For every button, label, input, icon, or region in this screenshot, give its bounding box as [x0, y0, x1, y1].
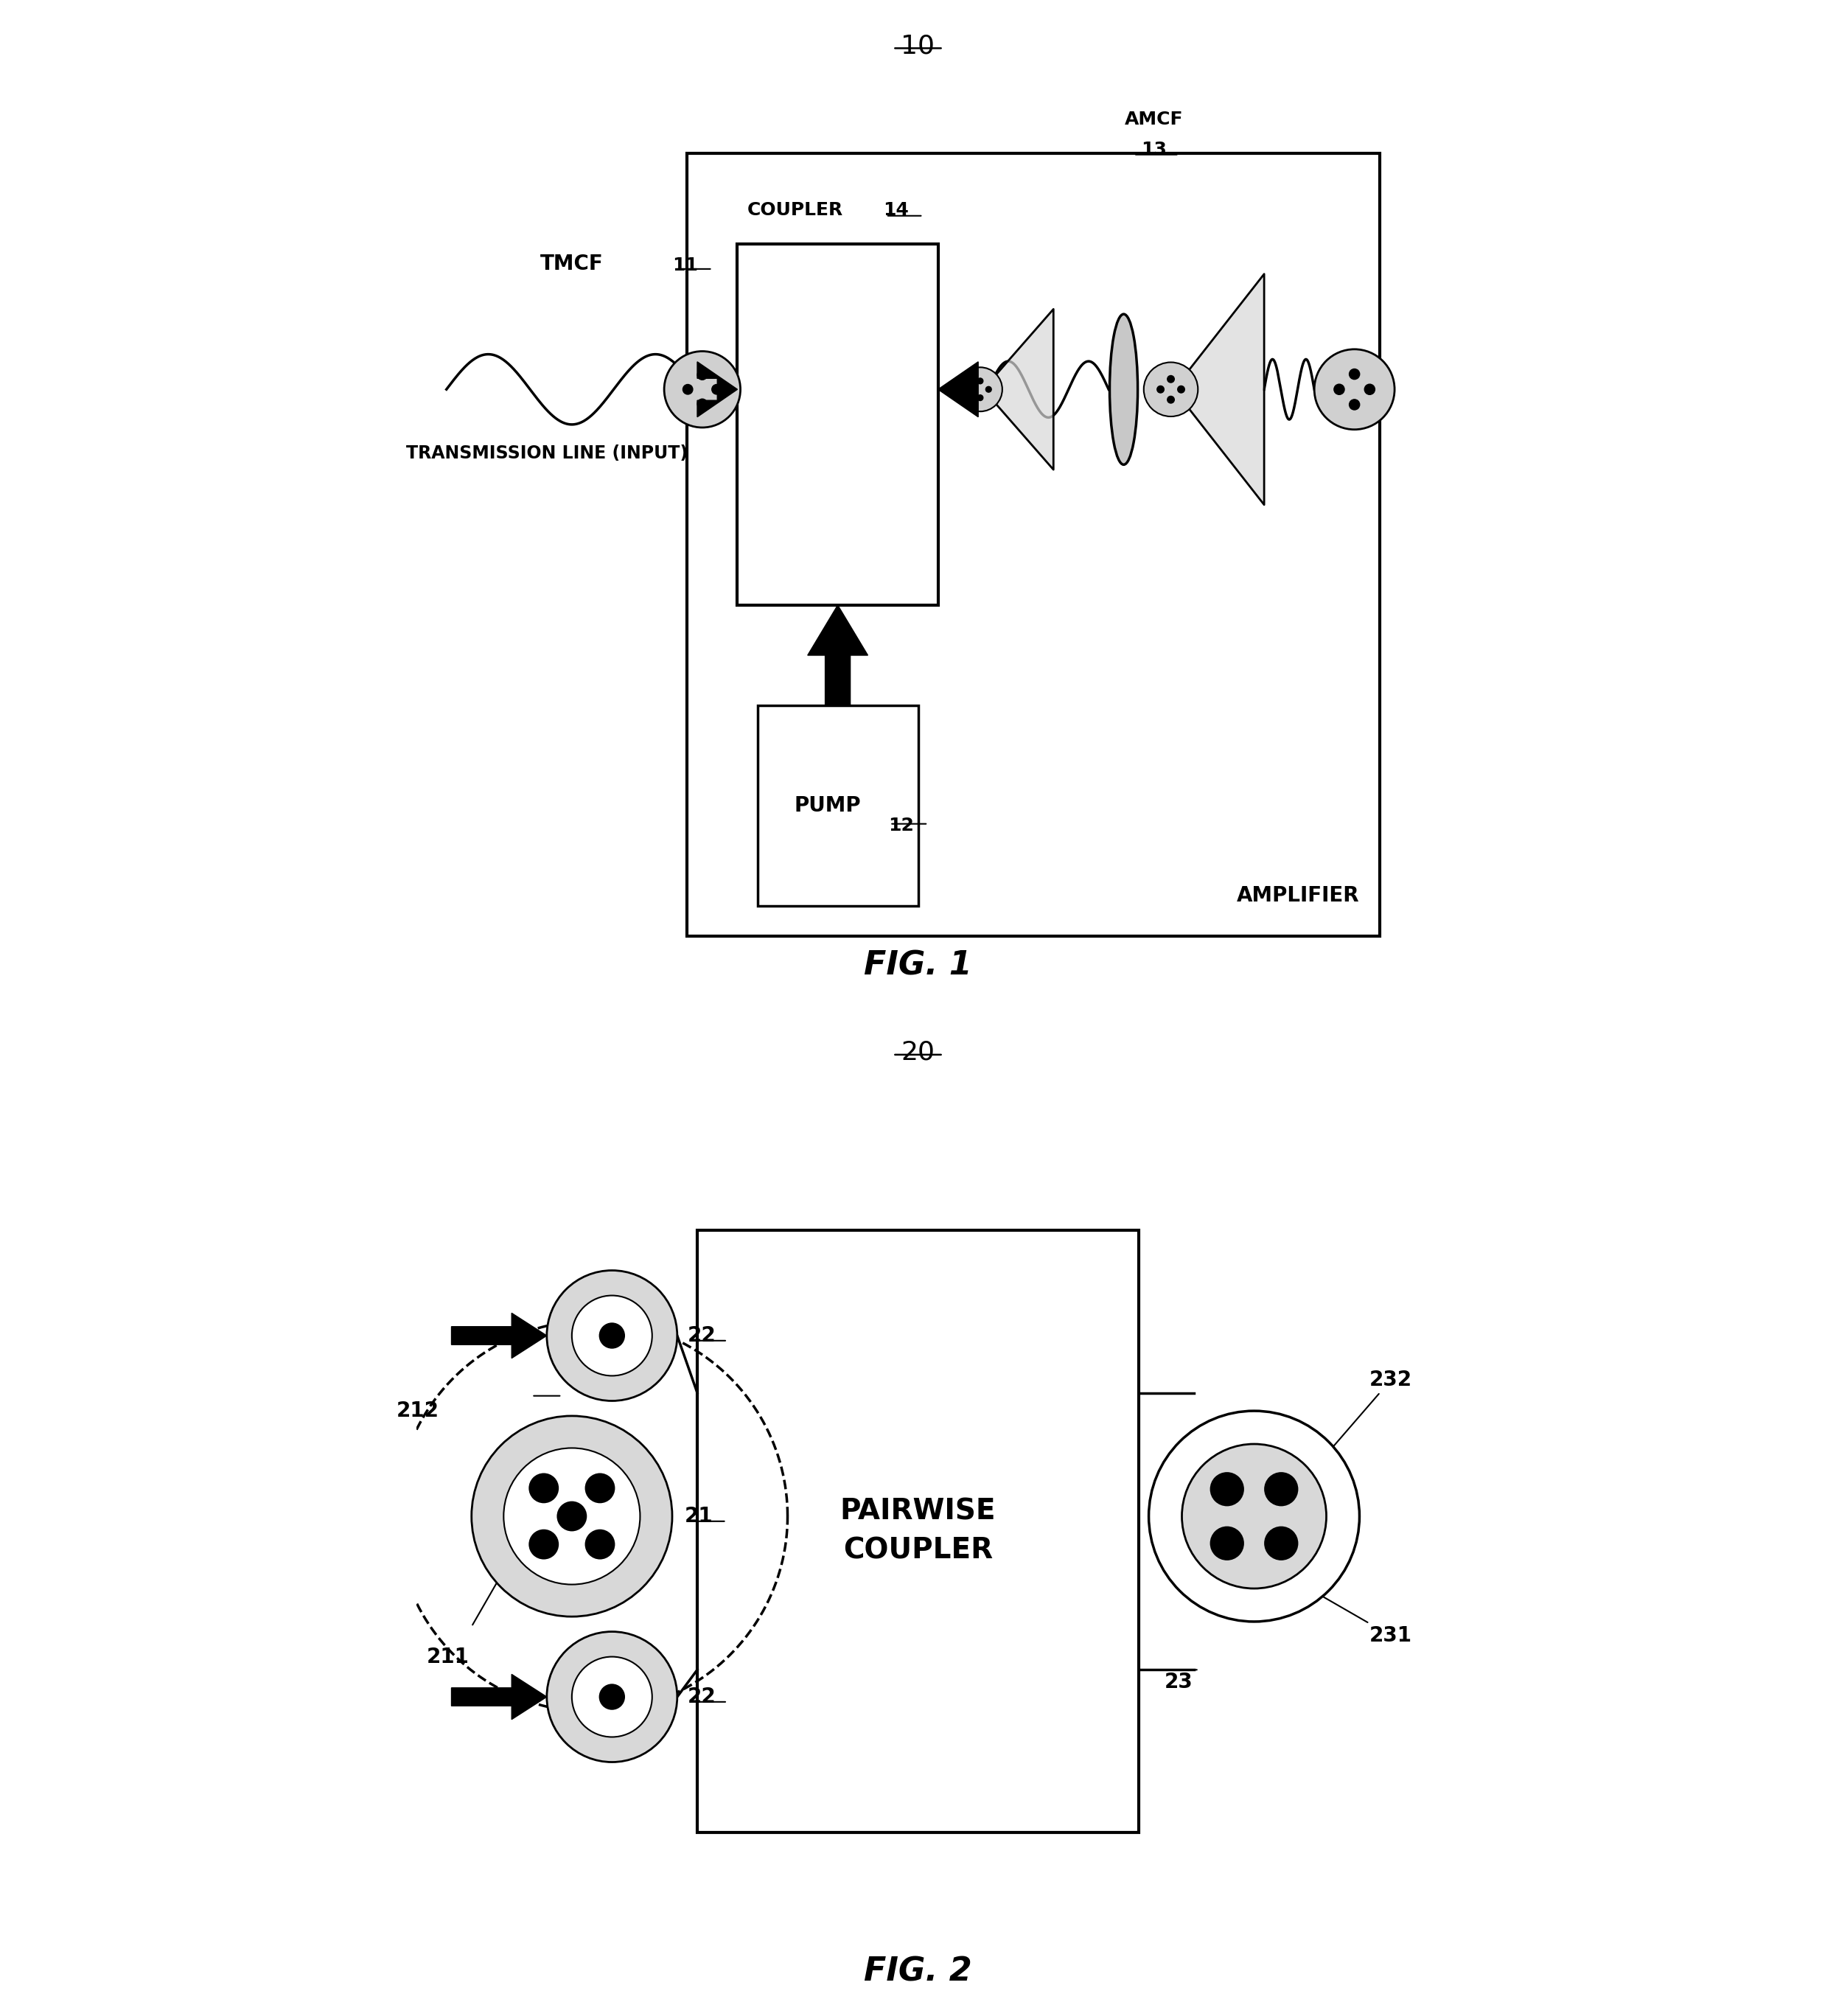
Circle shape: [586, 1474, 615, 1504]
Text: COUPLER: COUPLER: [747, 202, 843, 220]
Circle shape: [1364, 385, 1375, 395]
FancyArrow shape: [452, 1312, 547, 1359]
Text: PAIRWISE
COUPLER: PAIRWISE COUPLER: [841, 1498, 995, 1564]
Circle shape: [571, 1657, 652, 1738]
Text: 232: 232: [1331, 1369, 1412, 1450]
FancyArrow shape: [452, 1673, 547, 1720]
Circle shape: [958, 367, 1002, 411]
Circle shape: [683, 385, 692, 395]
Circle shape: [1210, 1472, 1245, 1506]
Text: PUMP: PUMP: [795, 796, 861, 816]
Circle shape: [977, 395, 982, 401]
Circle shape: [1144, 363, 1197, 417]
Text: 10: 10: [901, 32, 935, 58]
Text: 231: 231: [1282, 1572, 1412, 1647]
Circle shape: [472, 1415, 672, 1617]
FancyBboxPatch shape: [698, 1230, 1138, 1833]
Circle shape: [1315, 349, 1395, 429]
Text: 212: 212: [397, 1401, 439, 1421]
Polygon shape: [1173, 274, 1265, 504]
Text: TMCF: TMCF: [540, 254, 604, 274]
Circle shape: [1265, 1526, 1298, 1560]
Circle shape: [1349, 369, 1360, 379]
Circle shape: [599, 1322, 624, 1349]
Text: AMPLIFIER: AMPLIFIER: [1237, 885, 1359, 905]
Circle shape: [547, 1270, 677, 1401]
Text: 12: 12: [889, 816, 914, 835]
Circle shape: [1168, 375, 1175, 383]
Circle shape: [986, 387, 991, 393]
Circle shape: [1157, 385, 1164, 393]
Circle shape: [1265, 1472, 1298, 1506]
Text: 14: 14: [883, 202, 909, 220]
Text: 13: 13: [1140, 141, 1166, 159]
Circle shape: [599, 1683, 624, 1710]
Circle shape: [1149, 1411, 1359, 1621]
Circle shape: [698, 369, 707, 379]
Circle shape: [977, 379, 982, 383]
Circle shape: [1177, 385, 1184, 393]
Circle shape: [586, 1530, 615, 1560]
FancyArrow shape: [808, 605, 868, 706]
Ellipse shape: [1109, 314, 1138, 464]
Circle shape: [1182, 1443, 1326, 1589]
Text: 211: 211: [426, 1647, 468, 1667]
Circle shape: [712, 385, 722, 395]
Text: 22: 22: [687, 1687, 716, 1708]
Text: 22: 22: [687, 1325, 716, 1347]
FancyBboxPatch shape: [758, 706, 918, 905]
Text: 20: 20: [901, 1040, 935, 1064]
FancyBboxPatch shape: [687, 153, 1379, 935]
Circle shape: [571, 1296, 652, 1375]
Text: FIG. 1: FIG. 1: [865, 950, 971, 982]
Polygon shape: [984, 308, 1054, 470]
Circle shape: [665, 351, 740, 427]
Text: 23: 23: [1164, 1671, 1193, 1691]
Text: 11: 11: [672, 256, 698, 274]
Text: TRANSMISSION LINE (INPUT): TRANSMISSION LINE (INPUT): [406, 446, 688, 462]
Text: AMCF: AMCF: [1124, 111, 1182, 129]
Circle shape: [1210, 1526, 1245, 1560]
Circle shape: [529, 1530, 558, 1560]
Circle shape: [1168, 397, 1175, 403]
Circle shape: [503, 1447, 641, 1585]
Circle shape: [529, 1474, 558, 1504]
FancyArrow shape: [698, 361, 738, 417]
Text: FIG. 2: FIG. 2: [865, 1956, 971, 1988]
FancyArrow shape: [938, 361, 979, 417]
Text: 21: 21: [685, 1506, 712, 1526]
Circle shape: [1349, 399, 1360, 409]
FancyBboxPatch shape: [738, 244, 938, 605]
Circle shape: [1335, 385, 1344, 395]
Circle shape: [969, 387, 975, 393]
Circle shape: [547, 1631, 677, 1762]
Circle shape: [556, 1502, 588, 1532]
Circle shape: [698, 399, 707, 409]
